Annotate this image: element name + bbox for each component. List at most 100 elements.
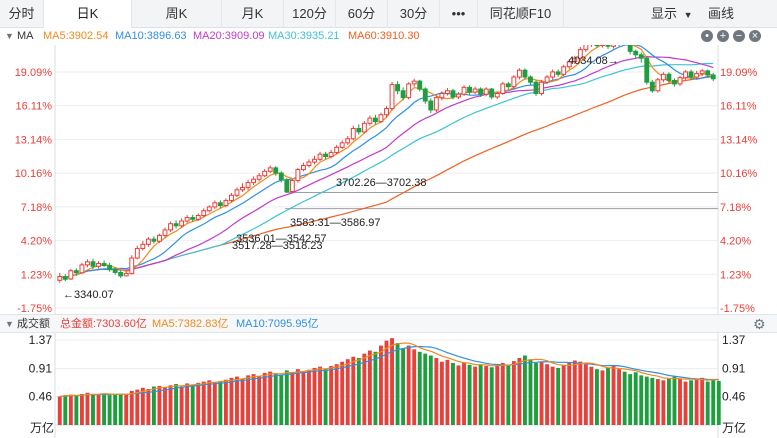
volume-bar: [617, 369, 622, 425]
candle-body: [555, 71, 561, 75]
candle-body: [677, 77, 683, 85]
candle-body: [73, 270, 79, 274]
volume-bar: [185, 383, 190, 425]
candle-body: [284, 179, 290, 193]
candle-body: [605, 45, 611, 47]
settings-icon[interactable]: •: [701, 30, 713, 42]
candle-body: [157, 234, 162, 242]
candle-body: [450, 90, 456, 98]
volume-bar: [174, 384, 179, 425]
remove-indicator-icon[interactable]: −: [733, 30, 745, 42]
volume-bar: [628, 374, 633, 425]
tab-intraday[interactable]: 分时: [0, 0, 44, 28]
candle-body: [472, 88, 478, 93]
candle-body: [289, 180, 295, 193]
tab-30min[interactable]: 30分: [388, 0, 440, 28]
candle-body: [638, 54, 644, 59]
ma5-line: [59, 45, 714, 279]
volume-bar: [523, 355, 527, 425]
tab-120min[interactable]: 120分: [284, 0, 336, 28]
candle-body: [300, 164, 306, 171]
candle-body: [267, 167, 273, 172]
candle-body: [633, 50, 639, 56]
candle-body: [212, 202, 218, 208]
candle-body: [528, 76, 533, 83]
volume-bar: [578, 361, 583, 425]
ma10-line: [59, 45, 714, 279]
volume-bar: [279, 374, 284, 425]
candle-body: [240, 186, 245, 191]
candle-body: [229, 194, 234, 201]
candle-body: [173, 223, 179, 227]
ma60-value: MA60:3910.30: [348, 30, 420, 42]
y-tick-label-right: 16.11%: [720, 101, 757, 113]
candle-body: [417, 80, 423, 90]
volume-chart[interactable]: 1.37 1.37 0.91 0.91 0.46 0.46 万亿 万亿: [0, 333, 777, 438]
candle-body: [328, 151, 334, 158]
candle-body: [395, 84, 401, 92]
volume-bar: [118, 393, 123, 425]
candle-body: [533, 81, 539, 95]
display-menu[interactable]: 显示 ▼: [651, 0, 693, 28]
volume-bar: [351, 356, 356, 425]
volume-tick-right: 0.91: [722, 362, 746, 376]
ma20-value: MA20:3909.09: [193, 30, 265, 42]
y-tick-label-left: -1.75%: [17, 303, 52, 314]
y-tick-label-right: 4.20%: [720, 236, 751, 248]
candle-body: [168, 223, 173, 231]
volume-bar: [218, 380, 223, 425]
tab-daily-k[interactable]: 日K: [44, 0, 132, 28]
candle-body: [516, 69, 522, 78]
candle-body: [688, 71, 694, 78]
volume-bar: [262, 372, 267, 425]
period-toolbar: 分时 日K 周K 月K 120分 60分 30分 ••• 同花顺F10 显示 ▼…: [0, 0, 777, 28]
volume-bar: [412, 349, 417, 425]
volume-bar: [705, 381, 710, 425]
more-periods-button[interactable]: •••: [440, 0, 478, 28]
collapse-chevron-icon[interactable]: ▼: [5, 31, 14, 41]
volume-bar: [655, 379, 660, 425]
volume-bar: [500, 362, 505, 425]
candle-body: [234, 189, 240, 196]
volume-bar: [711, 379, 716, 425]
candle-body: [456, 93, 461, 98]
volume-bar: [340, 361, 345, 425]
candle-body: [660, 73, 666, 81]
candle-body: [162, 229, 168, 236]
volume-settings-gear-icon[interactable]: ⚙: [753, 316, 766, 332]
close-indicator-icon[interactable]: ×: [749, 30, 761, 42]
candlestick-chart[interactable]: 19.09% 19.09% 16.11% 16.11% 13.14% 13.14% 10.1…: [0, 45, 777, 314]
volume-bar: [223, 379, 228, 425]
candle-body: [317, 153, 323, 160]
volume-bar: [235, 376, 239, 425]
volume-bar: [583, 364, 588, 425]
tab-f10[interactable]: 同花顺F10: [478, 0, 564, 28]
volume-bar: [650, 377, 655, 425]
draw-line-button[interactable]: 画线: [708, 6, 735, 21]
volume-bar: [207, 380, 212, 425]
candle-body: [433, 97, 439, 111]
tab-monthly-k[interactable]: 月K: [222, 0, 284, 28]
tab-weekly-k[interactable]: 周K: [132, 0, 222, 28]
y-tick-label-right: 1.23%: [720, 269, 751, 281]
volume-ma10-line: [59, 345, 719, 398]
volume-bar: [622, 371, 627, 425]
volume-bar: [63, 395, 68, 425]
volume-bar: [135, 389, 140, 425]
volume-bar: [102, 393, 107, 425]
tab-60min[interactable]: 60分: [336, 0, 388, 28]
volume-bar: [434, 357, 439, 425]
add-indicator-icon[interactable]: +: [717, 30, 729, 42]
candle-body: [195, 215, 201, 220]
candle-body: [273, 167, 279, 174]
candle-body: [489, 88, 495, 98]
volume-bar: [201, 381, 206, 425]
volume-bar: [716, 380, 721, 425]
y-tick-label-left: 1.23%: [21, 269, 52, 281]
annotation-low: ←3340.07: [63, 289, 114, 301]
volume-collapse-icon[interactable]: ▼: [5, 319, 14, 329]
y-tick-label-left: 10.16%: [15, 168, 53, 180]
volume-bar: [390, 338, 394, 425]
candle-body: [572, 57, 578, 63]
volume-bar: [268, 371, 273, 425]
